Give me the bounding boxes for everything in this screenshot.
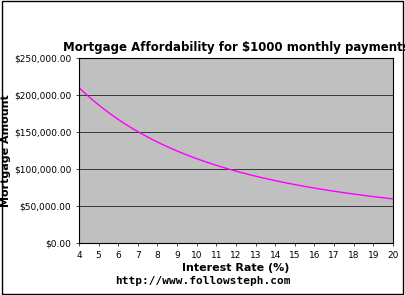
X-axis label: Interest Rate (%): Interest Rate (%) xyxy=(182,263,290,273)
Text: http://www.followsteph.com: http://www.followsteph.com xyxy=(115,276,290,286)
Y-axis label: Mortgage Amount: Mortgage Amount xyxy=(1,94,11,207)
Title: Mortgage Affordability for $1000 monthly payments: Mortgage Affordability for $1000 monthly… xyxy=(62,41,405,54)
